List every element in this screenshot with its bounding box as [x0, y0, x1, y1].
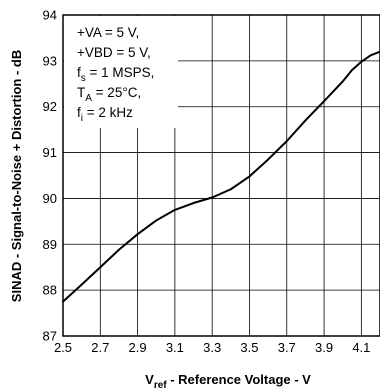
condition-subscript: A	[85, 93, 92, 104]
x-tick-label: 3.5	[240, 340, 258, 355]
y-tick-label: 93	[43, 53, 57, 68]
y-tick-label: 94	[43, 8, 57, 23]
conditions-box	[64, 16, 178, 128]
y-tick-label: 91	[43, 145, 57, 160]
x-tick-label: 3.7	[278, 340, 296, 355]
x-tick-label: 3.1	[166, 340, 184, 355]
x-tick-label: 3.3	[203, 340, 221, 355]
y-tick-label: 90	[43, 191, 57, 206]
condition-rest: = 2 kHz	[83, 105, 133, 120]
condition-line: TA = 25°C,	[77, 85, 141, 104]
x-tick-label: 2.7	[91, 340, 109, 355]
condition-line: fs = 1 MSPS,	[77, 65, 154, 84]
series-line-0	[62, 50, 380, 303]
x-axis-label: Vref - Reference Voltage - V	[145, 372, 311, 388]
condition-main: +VBD = 5 V,	[77, 45, 151, 60]
conditions-text: +VA = 5 V,+VBD = 5 V,fs = 1 MSPS,TA = 25…	[77, 25, 154, 124]
condition-main: f	[77, 105, 81, 120]
y-tick-label: 89	[43, 237, 57, 252]
x-tick-label: 4.1	[352, 340, 370, 355]
condition-line: fi = 2 kHz	[77, 105, 133, 124]
condition-line: +VBD = 5 V,	[77, 45, 151, 60]
y-tick-label: 87	[43, 329, 57, 344]
tick-labels: 2.5 2.7 2.9 3.1 3.3 3.5 3.7 3.9 4.1 87 88 89 90 91 92 9…	[43, 8, 371, 356]
y-axis-label: SINAD - Signal-to-Noise + Distortion - d…	[9, 50, 24, 302]
y-tick-label: 92	[43, 99, 57, 114]
condition-subscript: i	[81, 113, 83, 124]
x-tick-label: 3.9	[315, 340, 333, 355]
y-tick-label: 88	[43, 283, 57, 298]
condition-main: T	[77, 85, 85, 100]
condition-line: +VA = 5 V,	[77, 25, 139, 40]
condition-main: +VA = 5 V,	[77, 25, 139, 40]
condition-rest: = 25°C,	[92, 85, 141, 100]
x-axis-label-subscript: ref	[154, 380, 167, 388]
x-tick-label: 2.9	[129, 340, 147, 355]
x-axis-label-prefix: V	[145, 372, 154, 387]
condition-main: f	[77, 65, 81, 80]
condition-subscript: s	[81, 73, 86, 84]
condition-rest: = 1 MSPS,	[86, 65, 155, 80]
plot-frame	[62, 14, 380, 337]
x-axis-label-suffix: - Reference Voltage - V	[167, 372, 312, 387]
x-tick-label: 2.5	[54, 340, 72, 355]
series-layer	[62, 50, 380, 303]
